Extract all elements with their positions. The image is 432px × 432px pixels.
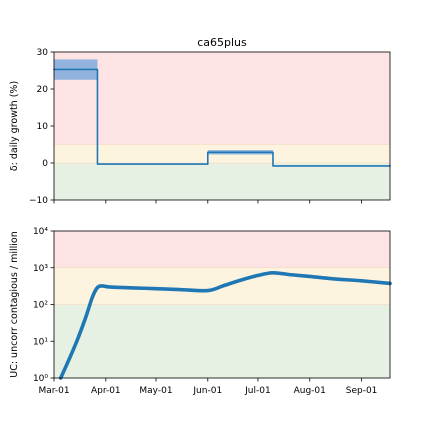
contagious-y-ticks: 10⁰ 10¹ 10² 10³ 10⁴	[33, 227, 54, 384]
contagious-y-tick-label: 10⁰	[33, 374, 48, 384]
contagious-y-tick-label: 10³	[33, 264, 48, 274]
x-tick-label: May-01	[139, 386, 172, 396]
contagious-panel: 10⁰ 10¹ 10² 10³ 10⁴ Mar-01 Apr-01 May-01 Jun-01…	[9, 227, 392, 396]
growth-y-tick-label: 20	[37, 85, 49, 95]
chart-title: ca65plus	[197, 36, 247, 49]
contagious-series-line	[58, 270, 392, 380]
x-tick-label: Apr-01	[91, 386, 121, 396]
growth-y-tick-label: 0	[42, 159, 48, 169]
contagious-x-ticks: Mar-01 Apr-01 May-01 Jun-01 Jul-01 Aug-01 Sep-…	[38, 378, 377, 396]
growth-y-ticks: −10 0 10 20 30	[29, 48, 54, 206]
growth-zone-red	[54, 52, 390, 145]
contagious-y-tick-label: 10⁴	[33, 227, 48, 237]
contagious-y-tick-label: 10²	[33, 301, 48, 311]
contagious-zone-layer	[54, 231, 390, 378]
x-tick-label: Sep-01	[346, 386, 378, 396]
growth-y-axis-label: δ: daily growth (%)	[9, 81, 20, 171]
contagious-y-axis-label: UC: uncorr contagious / million	[9, 231, 20, 378]
growth-rate-panel: −10 0 10 20 30 ca65plus δ: daily growth (%)	[9, 36, 391, 206]
growth-zone-green	[54, 163, 390, 200]
contagious-zone-red	[54, 231, 390, 268]
contagious-series-layer	[58, 270, 392, 380]
contagious-zone-green	[54, 304, 390, 378]
growth-y-tick-label: 10	[37, 122, 49, 132]
x-tick-label: Aug-01	[294, 386, 326, 396]
contagious-y-tick-label: 10¹	[33, 337, 48, 347]
growth-series-line	[53, 68, 391, 167]
x-tick-label: Jul-01	[244, 386, 271, 396]
growth-x-ticks	[53, 200, 362, 204]
growth-series-layer	[53, 68, 391, 167]
growth-y-tick-label: −10	[29, 196, 48, 206]
x-tick-label: Mar-01	[38, 386, 69, 396]
growth-y-tick-label: 30	[37, 48, 49, 58]
growth-zone-layer	[54, 52, 390, 200]
x-tick-label: Jun-01	[192, 386, 222, 396]
